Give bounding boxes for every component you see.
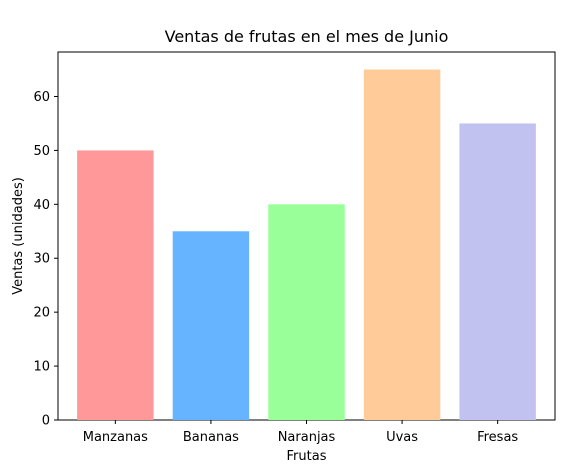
y-tick-label: 10 bbox=[33, 360, 50, 375]
bar-fresas bbox=[459, 123, 536, 420]
x-axis-ticks: Manzanas Bananas Naranjas Uvas Fresas bbox=[83, 420, 518, 445]
chart-title: Ventas de frutas en el mes de Junio bbox=[165, 27, 449, 46]
bar-naranjas bbox=[268, 204, 345, 420]
bar-manzanas bbox=[77, 150, 154, 420]
x-tick-label: Naranjas bbox=[278, 430, 336, 445]
bar-uvas bbox=[363, 69, 441, 421]
bar-bananas bbox=[172, 231, 250, 420]
y-tick-label: 60 bbox=[33, 90, 50, 105]
y-tick-label: 20 bbox=[33, 306, 50, 321]
y-axis-ticks: 0 10 20 30 40 50 60 bbox=[33, 90, 58, 429]
x-tick-label: Bananas bbox=[183, 430, 239, 445]
y-tick-label: 50 bbox=[33, 144, 50, 159]
y-axis-label: Ventas (unidades) bbox=[11, 177, 26, 295]
x-tick-label: Manzanas bbox=[83, 430, 148, 445]
y-tick-label: 30 bbox=[33, 252, 50, 267]
y-tick-label: 0 bbox=[42, 414, 50, 429]
x-axis-label: Frutas bbox=[287, 449, 327, 464]
x-tick-label: Fresas bbox=[477, 430, 518, 445]
y-tick-label: 40 bbox=[33, 198, 50, 213]
x-tick-label: Uvas bbox=[386, 430, 418, 445]
bars-group bbox=[77, 69, 536, 421]
